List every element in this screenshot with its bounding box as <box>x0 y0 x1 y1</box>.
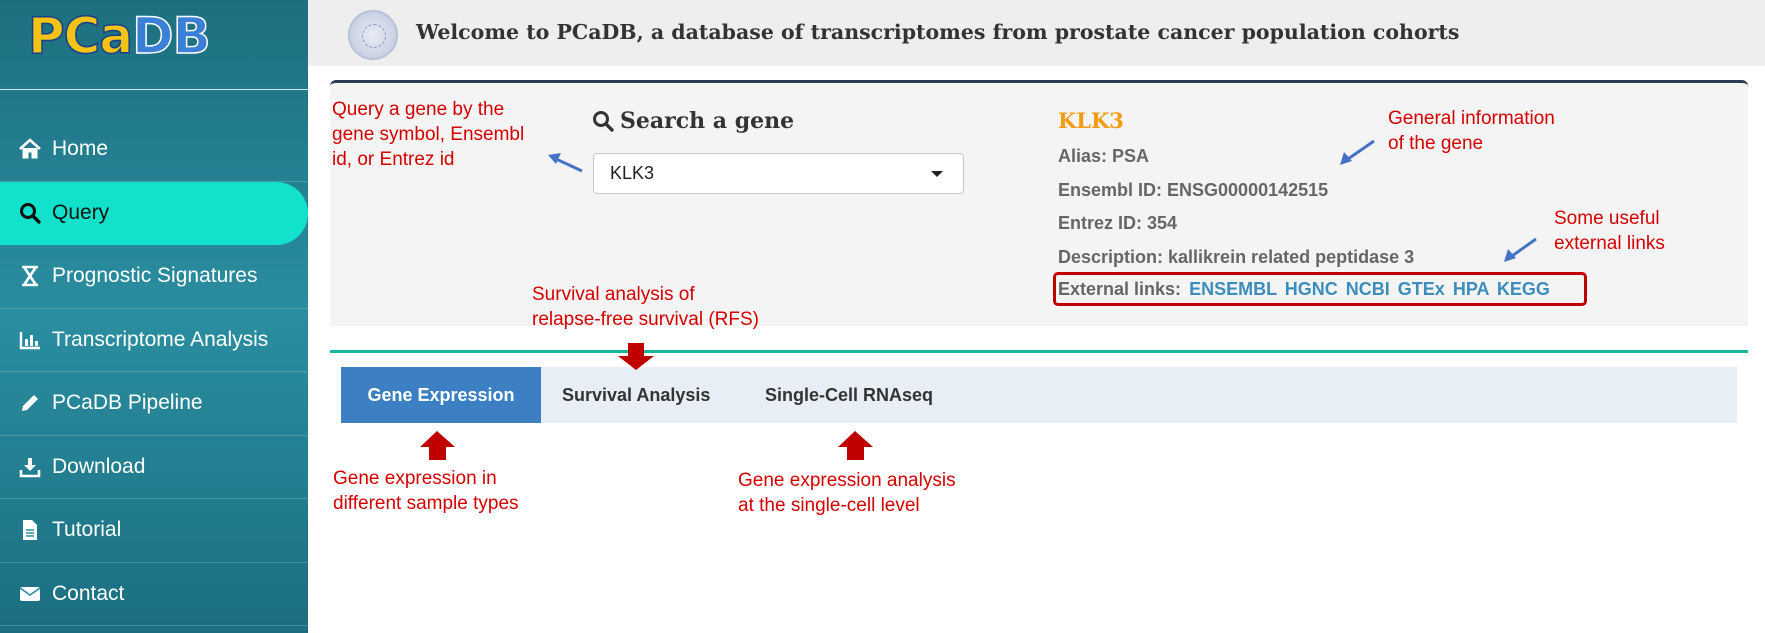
annotation-query: Query a gene by the gene symbol, Ensembl… <box>332 97 524 172</box>
annotation-line: Some useful <box>1554 208 1660 229</box>
logo-area: PCaDB <box>0 0 308 90</box>
sidebar-item-label: Prognostic Signatures <box>52 264 258 288</box>
link-ensembl[interactable]: ENSEMBL <box>1189 279 1277 299</box>
gene-select-value: KLK3 <box>610 163 655 183</box>
annotation-line: at the single-cell level <box>738 495 920 516</box>
gene-alias: Alias: PSA <box>1058 146 1150 166</box>
sidebar-item-transcriptome-analysis[interactable]: Transcriptome Analysis <box>0 309 308 372</box>
logo-part1: PCa <box>27 6 134 66</box>
search-icon <box>593 111 614 132</box>
search-heading: Search a gene <box>592 108 794 134</box>
sidebar-item-label: Download <box>52 454 146 478</box>
link-gtex[interactable]: GTEx <box>1397 279 1445 299</box>
logo-part2: DB <box>131 6 211 66</box>
annotation-line: relapse-free survival (RFS) <box>532 309 759 330</box>
sidebar-item-pcadb-pipeline[interactable]: PCaDB Pipeline <box>0 372 308 436</box>
gene-select[interactable]: KLK3 <box>593 153 964 194</box>
annotation-line: Gene expression analysis <box>738 470 956 491</box>
query-panel <box>330 80 1748 326</box>
annotation-line: General information <box>1388 108 1555 129</box>
sidebar-item-tutorial[interactable]: Tutorial <box>0 499 308 563</box>
link-hpa[interactable]: HPA <box>1452 279 1489 299</box>
tab-survival-analysis[interactable]: Survival Analysis <box>562 385 711 405</box>
file-icon <box>18 518 42 542</box>
sidebar-item-label: Tutorial <box>52 518 122 542</box>
sidebar-item-label: Query <box>52 201 110 225</box>
annotation-line: different sample types <box>333 493 519 514</box>
search-icon <box>18 201 42 225</box>
sidebar-item-prognostic-signatures[interactable]: Prognostic Signatures <box>0 245 308 309</box>
download-icon <box>18 455 42 479</box>
external-links-highlight <box>1053 272 1587 306</box>
envelope-icon <box>18 582 42 606</box>
annotation-line: Survival analysis of <box>532 284 695 305</box>
gene-ensembl-id: Ensembl ID: ENSG00000142515 <box>1058 180 1329 200</box>
link-ncbi[interactable]: NCBI <box>1345 279 1390 299</box>
arrow-gene-expression-icon <box>420 431 455 460</box>
annotation-line: Query a gene by the <box>332 99 505 120</box>
link-kegg[interactable]: KEGG <box>1496 279 1550 299</box>
sidebar-item-label: Transcriptome Analysis <box>52 327 269 351</box>
annotation-survival: Survival analysis of relapse-free surviv… <box>532 282 759 332</box>
hourglass-icon <box>18 264 42 288</box>
annotation-line: external links <box>1554 233 1665 254</box>
sidebar-item-query[interactable]: Query <box>0 181 308 245</box>
sidebar-item-label: Home <box>52 137 109 161</box>
page-title: Welcome to PCaDB, a database of transcri… <box>416 20 1460 44</box>
annotation-single-cell: Gene expression analysis at the single-c… <box>738 468 956 518</box>
tab-gene-expression[interactable]: Gene Expression <box>341 367 541 423</box>
search-title-text: Search a gene <box>620 108 795 134</box>
sidebar-nav: Home Query Prognostic Signatures Transcr… <box>0 118 308 626</box>
annotation-external-links: Some useful external links <box>1554 206 1665 256</box>
logo[interactable]: PCaDB <box>27 6 211 66</box>
chevron-down-icon[interactable] <box>931 171 943 177</box>
home-icon <box>18 137 42 161</box>
sidebar-item-download[interactable]: Download <box>0 436 308 499</box>
bar-chart-icon <box>18 328 42 352</box>
external-links: External links: ENSEMBL HGNC NCBI GTEx H… <box>1058 279 1550 300</box>
link-hgnc[interactable]: HGNC <box>1284 279 1338 299</box>
gene-description: Description: kallikrein related peptidas… <box>1058 247 1415 267</box>
tab-bar <box>341 367 1737 423</box>
sidebar-item-contact[interactable]: Contact <box>0 563 308 626</box>
header: Welcome to PCaDB, a database of transcri… <box>308 0 1765 66</box>
annotation-line: gene symbol, Ensembl <box>332 124 525 145</box>
annotation-line: Gene expression in <box>333 468 497 489</box>
sidebar-item-label: Contact <box>52 581 125 605</box>
arrow-single-cell-icon <box>838 431 873 460</box>
sidebar-item-label: PCaDB Pipeline <box>52 391 203 415</box>
university-seal-icon <box>348 10 398 60</box>
tab-single-cell-rnaseq[interactable]: Single-Cell RNAseq <box>765 385 934 405</box>
sidebar-item-home[interactable]: Home <box>0 118 308 182</box>
annotation-line: of the gene <box>1388 133 1484 154</box>
gene-symbol: KLK3 <box>1058 108 1124 133</box>
external-links-label: External links: <box>1058 279 1182 299</box>
sidebar: PCaDB Home Query Prognostic Signatures <box>0 0 308 633</box>
annotation-line: id, or Entrez id <box>332 149 455 170</box>
pencil-icon <box>18 391 42 415</box>
annotation-general-info: General information of the gene <box>1388 106 1555 156</box>
gene-entrez-id: Entrez ID: 354 <box>1058 213 1178 233</box>
annotation-gene-expression: Gene expression in different sample type… <box>333 466 519 516</box>
